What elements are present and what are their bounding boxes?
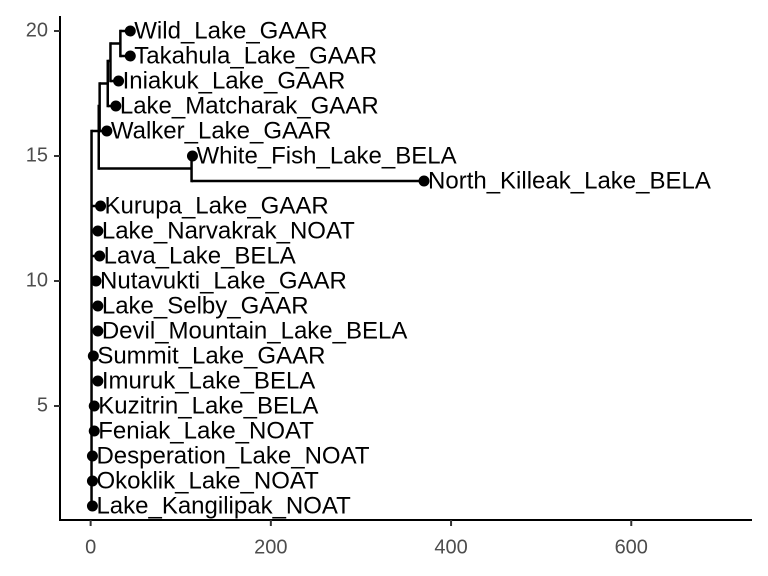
tip-label: Lake_Narvakrak_NOAT [102,217,355,244]
tip-point [87,350,99,362]
tip-point [86,475,98,487]
tip-point [124,50,136,62]
tip-point [186,150,198,162]
x-tick-label: 0 [85,536,96,558]
tip-label: Iniakuk_Lake_GAAR [123,67,346,94]
tip-point [95,200,107,212]
tip-label: Lake_Kangilipak_NOAT [96,492,351,519]
tip-point [94,250,106,262]
tip-point [86,450,98,462]
tip-label: Lake_Selby_GAAR [102,292,309,319]
x-tick-label: 200 [254,536,287,558]
tip-label: Lake_Matcharak_GAAR [120,92,379,119]
tip-label: Kuzitrin_Lake_BELA [98,392,318,419]
tip-label: Nutavukti_Lake_GAAR [100,267,347,294]
tip-label: Wild_Lake_GAAR [134,17,327,44]
tip-point [418,175,430,187]
y-tick-label: 15 [26,144,48,166]
tip-point [86,500,98,512]
tip-point [88,400,100,412]
tip-point [124,25,136,37]
tip-point [92,300,104,312]
tip-label: Okoklik_Lake_NOAT [96,467,319,494]
tip-label: Devil_Mountain_Lake_BELA [102,317,408,344]
tip-label: Walker_Lake_GAAR [111,117,332,144]
tip-label: North_Killeak_Lake_BELA [428,167,711,194]
tip-label: Imuruk_Lake_BELA [102,367,315,394]
tip-point [90,275,102,287]
tip-label: Desperation_Lake_NOAT [96,442,369,469]
tip-point [92,375,104,387]
tip-label: Summit_Lake_GAAR [97,342,325,369]
y-tick-label: 5 [37,394,48,416]
tip-point [92,325,104,337]
tip-label: Feniak_Lake_NOAT [98,417,314,444]
tip-label: Kurupa_Lake_GAAR [105,192,329,219]
tip-label: Takahula_Lake_GAAR [134,42,377,69]
tip-point [110,100,122,112]
x-tick-label: 600 [615,536,648,558]
tip-point [88,425,100,437]
y-tick-label: 20 [26,19,48,41]
tip-label: White_Fish_Lake_BELA [196,142,456,169]
x-tick-label: 400 [434,536,467,558]
tip-point [92,225,104,237]
tip-point [113,75,125,87]
tip-label: Lava_Lake_BELA [104,242,296,269]
tip-point [101,125,113,137]
y-tick-label: 10 [26,269,48,291]
